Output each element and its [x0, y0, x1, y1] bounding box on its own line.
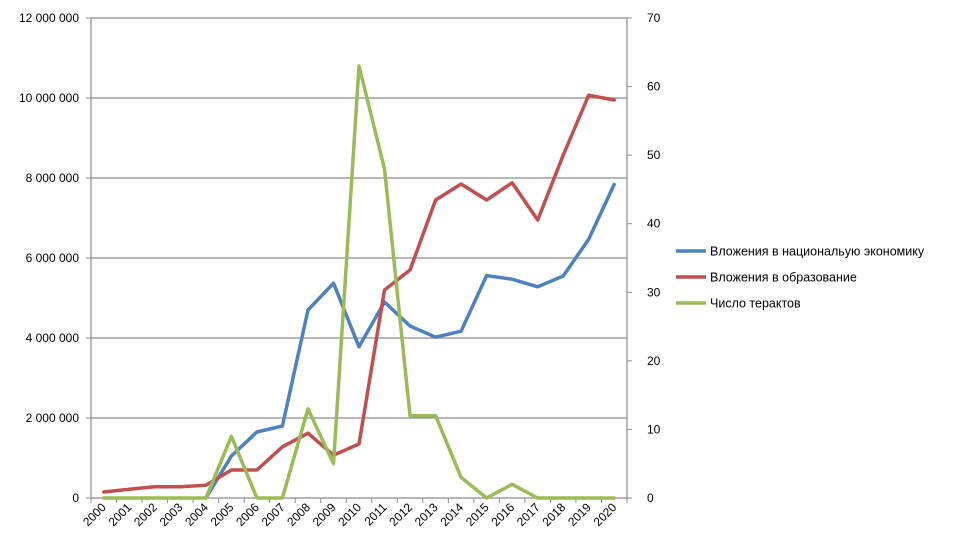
x-tick-label-2011: 2011 [361, 500, 389, 528]
left-tick-label-5: 10 000 000 [19, 91, 79, 105]
series-line-1 [102, 93, 616, 494]
left-tick-label-1: 2 000 000 [26, 411, 80, 425]
right-tick-label-5: 50 [647, 148, 661, 162]
x-tick-label-2012: 2012 [386, 500, 415, 529]
x-tick-label-2010: 2010 [335, 500, 364, 529]
right-tick-label-1: 10 [647, 422, 661, 436]
x-tick-label-2017: 2017 [514, 500, 543, 529]
x-tick-label-2015: 2015 [463, 500, 492, 529]
x-tick-label-2001: 2001 [106, 500, 135, 529]
legend-label-0: Вложения в национальую экономику [710, 245, 925, 259]
x-tick-label-2007: 2007 [259, 500, 288, 529]
x-tick-label-2020: 2020 [591, 500, 620, 529]
legend-label-1: Вложения в образование [710, 271, 857, 285]
x-tick-label-2013: 2013 [412, 500, 441, 529]
x-tick-label-2016: 2016 [488, 500, 517, 529]
left-tick-label-3: 6 000 000 [26, 251, 80, 265]
gridlines [91, 17, 627, 419]
right-tick-label-6: 60 [647, 80, 661, 94]
x-tick-label-2003: 2003 [157, 500, 186, 529]
left-tick-label-0: 0 [72, 491, 79, 505]
right-axis-ticks: 0 10 20 30 40 50 60 70 [627, 11, 661, 505]
left-axis-ticks: 0 2 000 000 4 000 000 6 000 000 8 000 000 10 … [19, 11, 91, 505]
x-tick-label-2005: 2005 [208, 500, 237, 529]
x-tick-label-2000: 2000 [80, 500, 109, 529]
x-tick-label-2004: 2004 [182, 500, 211, 529]
x-tick-label-2019: 2019 [565, 500, 594, 529]
series-line-2 [102, 64, 616, 500]
right-tick-label-2: 20 [647, 354, 661, 368]
left-tick-label-4: 8 000 000 [26, 171, 80, 185]
series-lines [102, 64, 616, 500]
right-tick-label-0: 0 [647, 491, 654, 505]
x-tick-label-2018: 2018 [540, 500, 569, 529]
series-line-0 [204, 182, 616, 500]
x-axis-ticks: 2000200120022003200420052006200720082009… [80, 498, 628, 529]
legend: Вложения в национальую экономику Вложения… [676, 245, 925, 311]
right-tick-label-3: 30 [647, 285, 661, 299]
right-tick-label-4: 40 [647, 217, 661, 231]
left-tick-label-6: 12 000 000 [19, 11, 79, 25]
x-tick-label-2002: 2002 [131, 500, 160, 529]
x-tick-label-2009: 2009 [310, 500, 339, 529]
x-tick-label-2014: 2014 [437, 500, 466, 529]
legend-label-2: Число терактов [710, 297, 801, 311]
left-tick-label-2: 4 000 000 [26, 331, 80, 345]
x-tick-label-2006: 2006 [233, 500, 262, 529]
x-tick-label-2008: 2008 [284, 500, 313, 529]
right-tick-label-7: 70 [647, 11, 661, 25]
